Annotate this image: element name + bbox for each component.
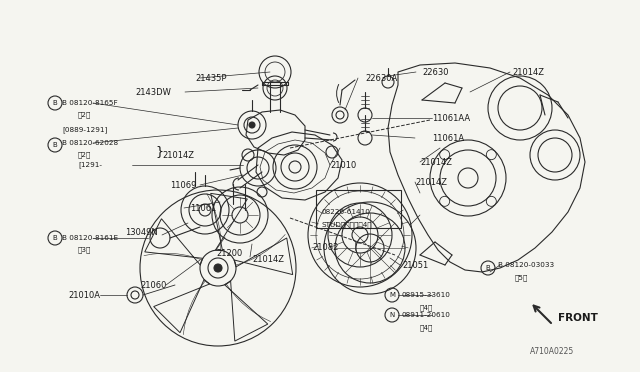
Text: 11061: 11061: [190, 203, 216, 212]
Text: M: M: [389, 292, 395, 298]
Text: B: B: [52, 100, 58, 106]
Text: 21014Z: 21014Z: [415, 177, 447, 186]
Text: 21010: 21010: [330, 160, 356, 170]
Text: B 08120-8165F: B 08120-8165F: [62, 100, 118, 106]
Text: 21082: 21082: [312, 244, 339, 253]
Text: 2143DW: 2143DW: [135, 87, 171, 96]
Text: （4）: （4）: [420, 325, 433, 331]
Text: （5）: （5）: [515, 275, 529, 281]
Text: }: }: [155, 145, 163, 158]
Text: N: N: [389, 312, 395, 318]
Text: 21200: 21200: [216, 248, 243, 257]
Text: 11069: 11069: [170, 180, 196, 189]
Text: 22630: 22630: [422, 67, 449, 77]
Text: B 08120-62028: B 08120-62028: [62, 140, 118, 146]
Text: 21060: 21060: [140, 280, 166, 289]
Text: 21014Z: 21014Z: [512, 67, 544, 77]
Circle shape: [249, 122, 255, 128]
Text: STUDスタッド（4）: STUDスタッド（4）: [322, 222, 372, 228]
Text: 08226-61410: 08226-61410: [322, 209, 371, 215]
Text: 13049N: 13049N: [125, 228, 157, 237]
Text: B: B: [52, 142, 58, 148]
Text: B: B: [52, 235, 58, 241]
Text: 21014Z: 21014Z: [420, 157, 452, 167]
Text: 21435P: 21435P: [195, 74, 227, 83]
Text: A710A0225: A710A0225: [530, 347, 574, 356]
Text: 08911-20610: 08911-20610: [402, 312, 451, 318]
Text: [0889-1291]: [0889-1291]: [62, 126, 108, 134]
Text: [1291-: [1291-: [78, 161, 102, 169]
Text: B 08120-8161E: B 08120-8161E: [62, 235, 118, 241]
Text: 08915-33610: 08915-33610: [402, 292, 451, 298]
Text: 21010A: 21010A: [68, 291, 100, 299]
Text: B: B: [486, 265, 490, 271]
Text: 21014Z: 21014Z: [162, 151, 194, 160]
Text: B 08120-03033: B 08120-03033: [498, 262, 554, 268]
Text: （3）: （3）: [78, 247, 92, 253]
Text: 11061A: 11061A: [432, 134, 464, 142]
Text: 11061AA: 11061AA: [432, 113, 470, 122]
Text: （4）: （4）: [420, 305, 433, 311]
Circle shape: [214, 264, 222, 272]
Text: 21051: 21051: [402, 260, 428, 269]
Text: 21014Z: 21014Z: [252, 256, 284, 264]
Text: （2）: （2）: [78, 152, 92, 158]
Text: （2）: （2）: [78, 112, 92, 118]
Text: 22630A: 22630A: [365, 74, 397, 83]
Text: FRONT: FRONT: [558, 313, 598, 323]
